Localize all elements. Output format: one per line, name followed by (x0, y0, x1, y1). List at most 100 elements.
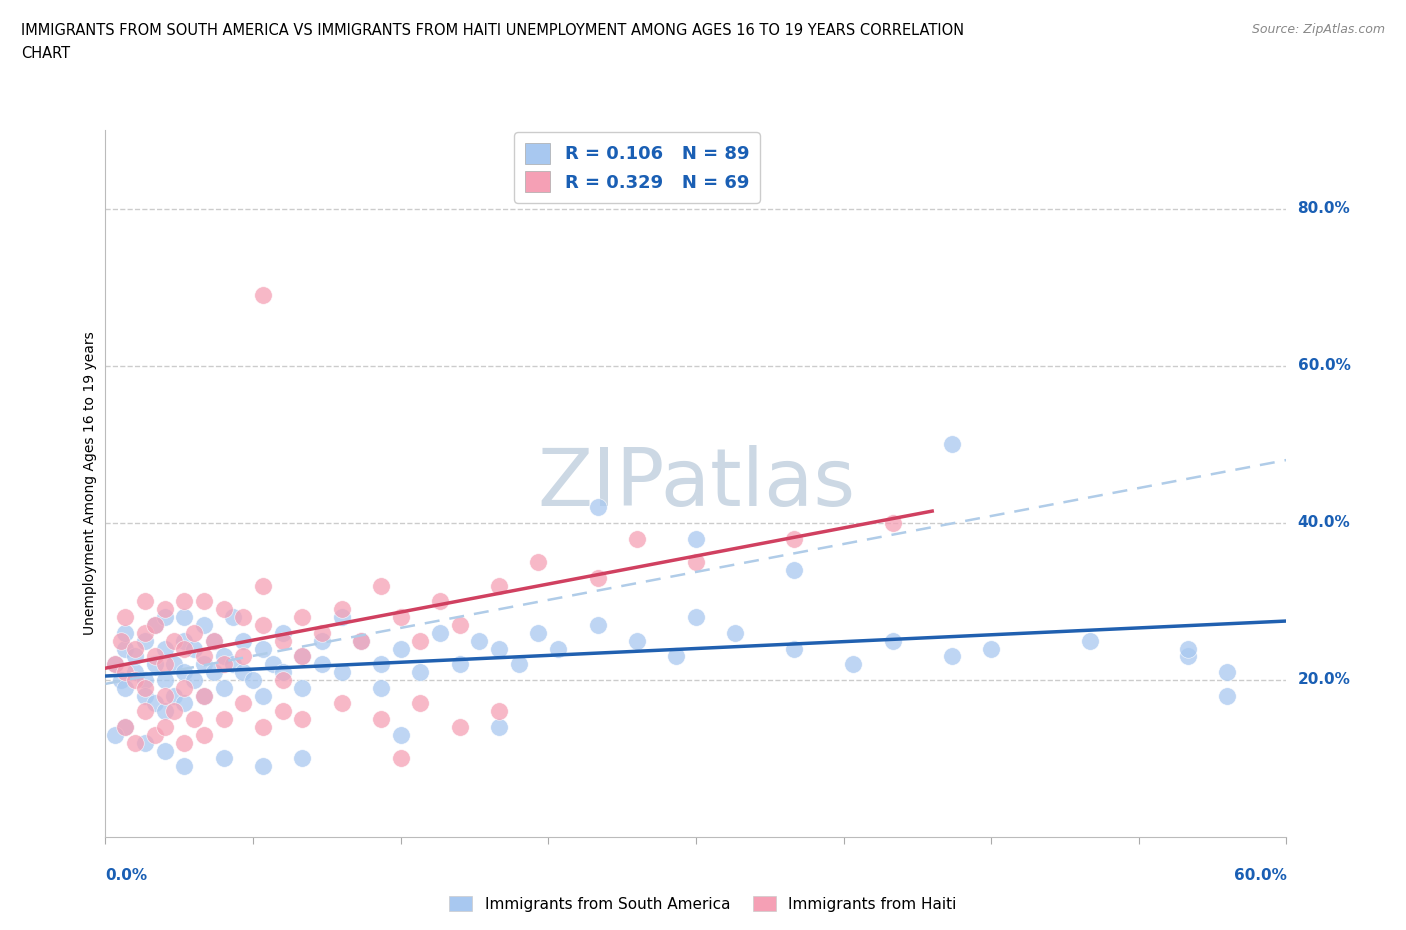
Point (222, 657, 245, 671)
Point (311, 625, 333, 640)
Point (429, 594, 451, 609)
Point (134, 736, 156, 751)
Point (685, 554, 707, 569)
Text: 80.0%: 80.0% (1298, 201, 1350, 217)
Point (783, 563, 806, 578)
Point (193, 688, 215, 703)
Point (124, 736, 146, 751)
Point (1177, 649, 1199, 664)
Point (163, 688, 186, 703)
Point (252, 578, 274, 593)
Point (941, 649, 963, 664)
Point (143, 696, 166, 711)
Point (941, 437, 963, 452)
Point (783, 531, 806, 546)
Point (183, 672, 205, 687)
Point (124, 672, 146, 687)
Point (626, 633, 648, 648)
Point (1216, 665, 1239, 680)
Point (350, 633, 373, 648)
Point (153, 641, 176, 656)
Point (370, 578, 392, 593)
Legend: R = 0.106   N = 89, R = 0.329   N = 69: R = 0.106 N = 89, R = 0.329 N = 69 (515, 132, 759, 203)
Point (252, 720, 274, 735)
Point (202, 633, 225, 648)
Point (488, 578, 510, 593)
Point (389, 641, 412, 656)
Point (153, 672, 176, 687)
Point (104, 727, 127, 742)
Point (271, 704, 294, 719)
Point (330, 610, 353, 625)
Point (212, 602, 235, 617)
Point (262, 657, 284, 671)
Point (153, 743, 176, 758)
Point (291, 711, 314, 726)
Point (202, 633, 225, 648)
Point (193, 657, 215, 671)
Point (291, 681, 314, 696)
Point (409, 665, 432, 680)
Point (409, 696, 432, 711)
Point (163, 633, 186, 648)
Point (252, 759, 274, 774)
Point (488, 720, 510, 735)
Point (183, 641, 205, 656)
Point (724, 625, 747, 640)
Point (143, 618, 166, 632)
Point (449, 657, 471, 671)
Point (685, 531, 707, 546)
Point (252, 688, 274, 703)
Y-axis label: Unemployment Among Ages 16 to 19 years: Unemployment Among Ages 16 to 19 years (83, 332, 97, 635)
Point (173, 681, 195, 696)
Point (114, 681, 136, 696)
Point (242, 672, 264, 687)
Point (163, 657, 186, 671)
Point (114, 625, 136, 640)
Point (114, 720, 136, 735)
Point (173, 665, 195, 680)
Point (882, 515, 904, 530)
Point (626, 531, 648, 546)
Point (173, 696, 195, 711)
Point (193, 688, 215, 703)
Point (271, 633, 294, 648)
Point (330, 602, 353, 617)
Point (232, 633, 254, 648)
Point (193, 594, 215, 609)
Point (685, 610, 707, 625)
Point (212, 751, 235, 766)
Point (153, 610, 176, 625)
Point (173, 610, 195, 625)
Text: 0.0%: 0.0% (105, 868, 148, 883)
Point (586, 618, 609, 632)
Point (183, 711, 205, 726)
Point (232, 665, 254, 680)
Point (153, 688, 176, 703)
Point (212, 649, 235, 664)
Point (370, 657, 392, 671)
Point (252, 287, 274, 302)
Point (183, 625, 205, 640)
Point (980, 641, 1002, 656)
Point (527, 554, 550, 569)
Point (134, 594, 156, 609)
Point (134, 704, 156, 719)
Point (291, 610, 314, 625)
Point (449, 720, 471, 735)
Legend: Immigrants from South America, Immigrants from Haiti: Immigrants from South America, Immigrant… (443, 889, 963, 918)
Point (134, 681, 156, 696)
Point (311, 633, 333, 648)
Point (488, 704, 510, 719)
Point (193, 649, 215, 664)
Point (163, 704, 186, 719)
Point (202, 665, 225, 680)
Point (114, 641, 136, 656)
Point (232, 696, 254, 711)
Point (110, 633, 132, 648)
Point (143, 727, 166, 742)
Point (370, 681, 392, 696)
Point (114, 665, 136, 680)
Point (291, 649, 314, 664)
Point (882, 633, 904, 648)
